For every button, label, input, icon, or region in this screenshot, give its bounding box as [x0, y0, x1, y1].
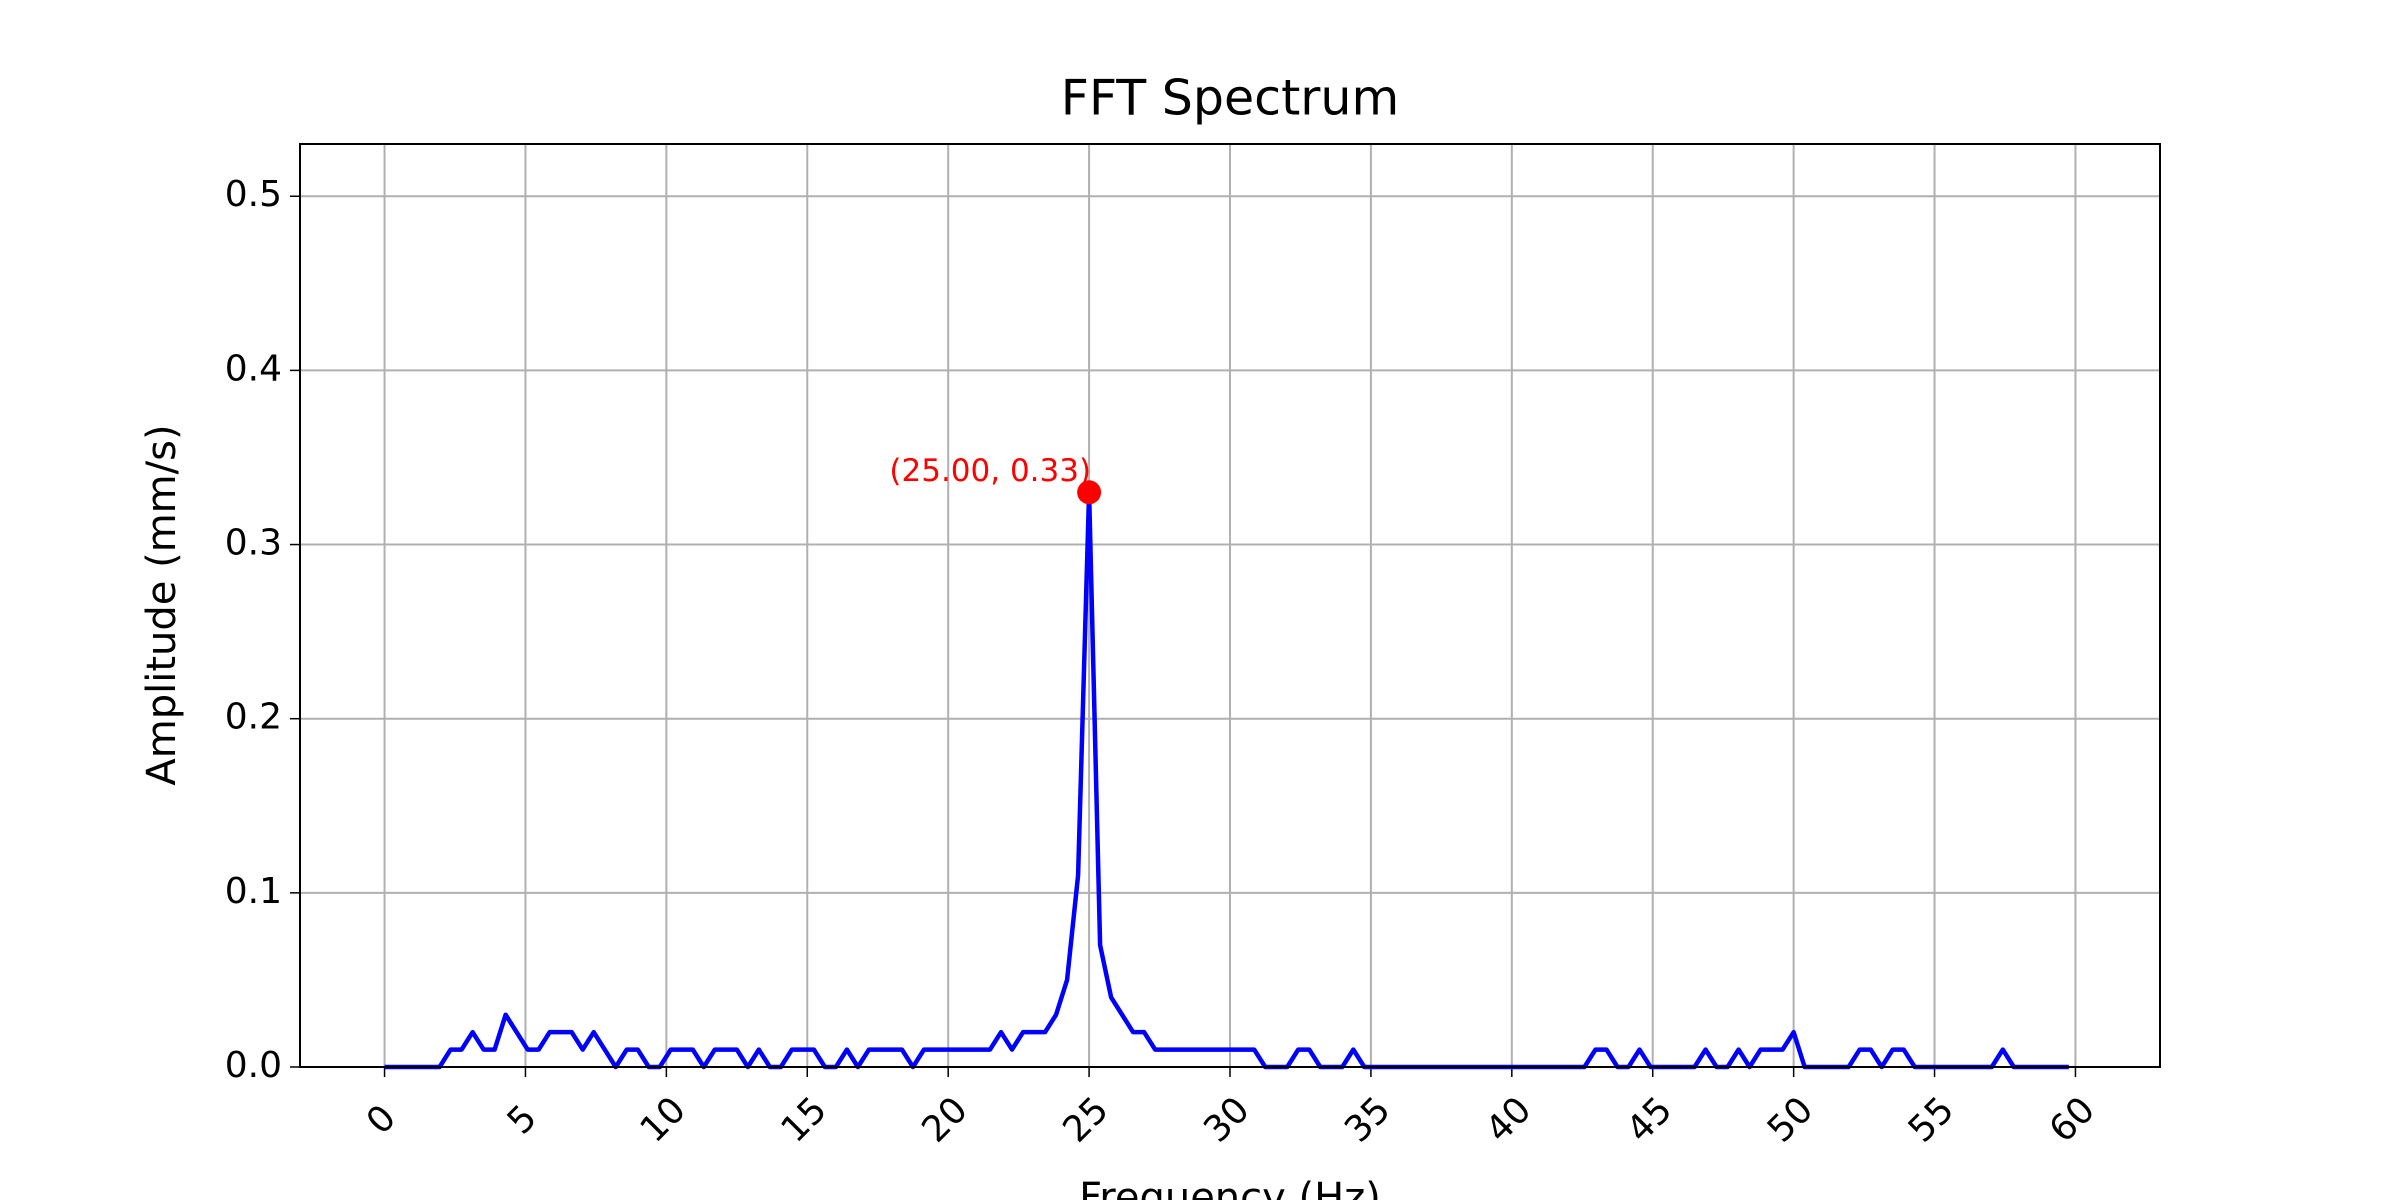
y-tick-label: 0.1 — [225, 871, 282, 912]
x-axis-label: Frequency (Hz) — [1079, 1175, 1381, 1200]
y-tick-label: 0.2 — [225, 697, 282, 738]
y-axis-label: Amplitude (mm/s) — [139, 424, 185, 785]
peak-marker — [1077, 480, 1102, 505]
y-tick-label: 0.4 — [225, 348, 282, 389]
y-tick-label: 0.5 — [225, 174, 282, 215]
y-tick-label: 0.3 — [225, 523, 282, 564]
data-line — [384, 490, 2069, 1070]
y-tick-label: 0.0 — [225, 1045, 282, 1086]
peak-label: (25.00, 0.33) — [889, 453, 1091, 489]
chart-title: FFT Spectrum — [1061, 70, 1399, 127]
plot-frame — [299, 143, 2161, 1068]
